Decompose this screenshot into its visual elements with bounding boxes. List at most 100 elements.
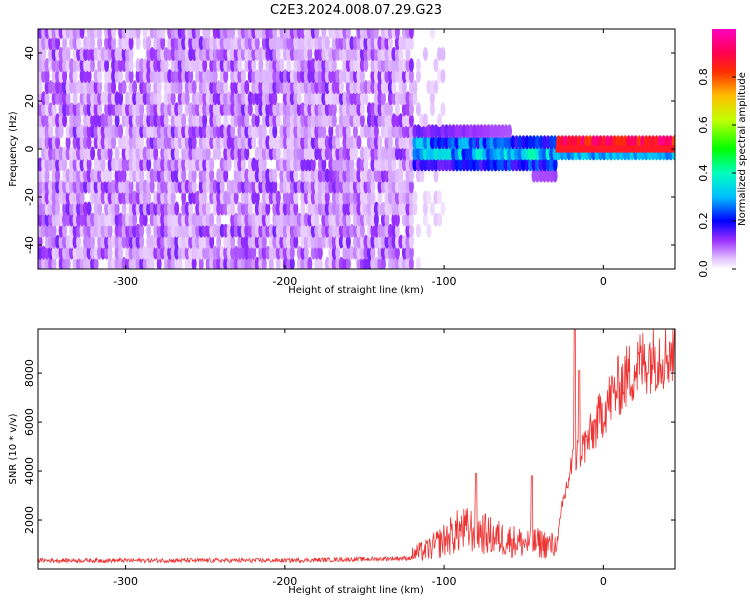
- spectrogram-cell: [359, 58, 365, 73]
- spectrogram-cell: [444, 135, 449, 150]
- spectrogram-cell: [195, 29, 201, 39]
- spectrogram-cell: [303, 234, 309, 249]
- spectrogram-cell: [401, 245, 407, 260]
- spectrogram-cell: [237, 234, 243, 249]
- spectrogram-cell: [370, 146, 376, 161]
- spectrogram-cell: [160, 58, 166, 73]
- spectrogram-cell: [454, 157, 460, 172]
- spectrogram-cell: [359, 179, 365, 194]
- spectrogram-cell: [170, 58, 176, 73]
- spectrogram-cell: [247, 234, 253, 249]
- spectrogram-cell: [198, 201, 204, 216]
- spectrogram-cell: [146, 91, 152, 106]
- spectrogram-cell: [373, 58, 379, 73]
- spectrogram-cell: [139, 135, 145, 150]
- spectrogram-cell: [209, 69, 215, 84]
- spectrogram-cell: [219, 135, 225, 150]
- spectrogram-cell: [349, 80, 355, 95]
- spectrogram-cell: [65, 201, 71, 216]
- spectrogram-cell: [349, 113, 355, 128]
- spectrogram-cell: [230, 201, 236, 216]
- spectrogram-cell: [219, 80, 225, 95]
- spectrogram-cell: [226, 190, 232, 205]
- spectrogram-cell: [163, 124, 169, 139]
- spectrogram-cell: [230, 179, 236, 194]
- spectrogram-cell: [65, 168, 71, 183]
- spectrogram-cell: [170, 245, 176, 260]
- spectrogram-cell: [328, 69, 334, 84]
- spectrogram-cell: [195, 91, 201, 106]
- spectrogram-cell: [195, 58, 201, 73]
- spectrogram-cell: [167, 190, 173, 205]
- spectrogram-cell: [188, 58, 194, 73]
- spectrogram-cell: [535, 135, 540, 150]
- spectrogram-cell: [118, 223, 124, 238]
- spectrogram-cell: [307, 201, 313, 216]
- spectrogram-cell: [426, 190, 432, 205]
- spectrogram-cell: [132, 146, 138, 161]
- spectrogram-cell: [58, 69, 64, 84]
- spectrogram-cell: [167, 168, 173, 183]
- spectrogram-cell: [156, 256, 162, 269]
- spectrogram-cell: [93, 212, 99, 227]
- spectrogram-cell: [237, 91, 243, 106]
- spectrogram-cell: [174, 245, 180, 260]
- spectrogram-cell: [69, 36, 75, 50]
- spectrogram-cell: [387, 91, 393, 106]
- spectrogram-cell: [76, 190, 82, 205]
- spectrogram-cell: [107, 47, 113, 61]
- spectrogram-cell: [44, 91, 50, 106]
- spectrogram-cell: [107, 179, 113, 194]
- spectrogram-cell: [226, 157, 232, 172]
- spectrogram-cell: [48, 135, 54, 150]
- spectrogram-cell: [212, 47, 218, 61]
- spectrogram-cell: [356, 91, 362, 106]
- spectrogram-cell: [307, 146, 313, 161]
- spectrogram-cell: [191, 47, 197, 61]
- spectrogram-cell: [286, 91, 292, 106]
- spectrogram-cell: [237, 69, 243, 84]
- spectrogram-cell: [90, 36, 96, 50]
- spectrogram-cell: [251, 113, 257, 128]
- spectrogram-cell: [170, 223, 176, 238]
- spectrogram-cell: [209, 91, 215, 106]
- spectrogram-cell: [303, 157, 309, 172]
- spectrogram-cell: [153, 69, 159, 84]
- spectrogram-cell: [377, 58, 383, 73]
- spectrogram-cell: [51, 157, 57, 172]
- spectrogram-cell: [387, 179, 393, 194]
- spectrogram-cell: [352, 190, 358, 205]
- spectrogram-cell: [195, 190, 201, 205]
- spectrogram-cell: [107, 69, 113, 84]
- spectrogram-cell: [111, 124, 117, 139]
- spectrogram-cell: [219, 179, 225, 194]
- spectrogram-cell: [331, 47, 337, 61]
- spectrogram-cell: [184, 135, 190, 150]
- spectrogram-cell: [247, 245, 253, 260]
- spectrogram-cell: [408, 179, 414, 194]
- spectrogram-cell: [226, 179, 232, 194]
- spectrogram-cell: [384, 146, 390, 161]
- spectrogram-cell: [345, 29, 351, 39]
- spectrogram-cell: [76, 124, 82, 139]
- spectrogram-cell: [398, 47, 404, 61]
- spectrogram-cell: [188, 146, 194, 161]
- spectrogram-cell: [300, 58, 306, 73]
- spectrogram-cell: [93, 91, 99, 106]
- spectrogram-cell: [422, 47, 428, 61]
- spectrogram-cell: [328, 212, 334, 227]
- spectrogram-cell: [268, 113, 274, 128]
- spectrogram-cell: [132, 245, 138, 260]
- spectrogram-cell: [251, 157, 257, 172]
- spectrogram-cell: [86, 146, 92, 161]
- spectrogram-cell: [104, 179, 110, 194]
- spectrogram-cell: [86, 168, 92, 183]
- spectrogram-cell: [314, 179, 320, 194]
- spectrogram-cell: [401, 58, 407, 73]
- spectrogram-cell: [51, 146, 57, 161]
- spectrogram-cell: [475, 135, 481, 150]
- spectrogram-cell: [202, 47, 208, 61]
- spectrogram-cell: [205, 135, 211, 150]
- spectrogram-cell: [317, 91, 323, 106]
- spectrogram-cell: [528, 157, 533, 172]
